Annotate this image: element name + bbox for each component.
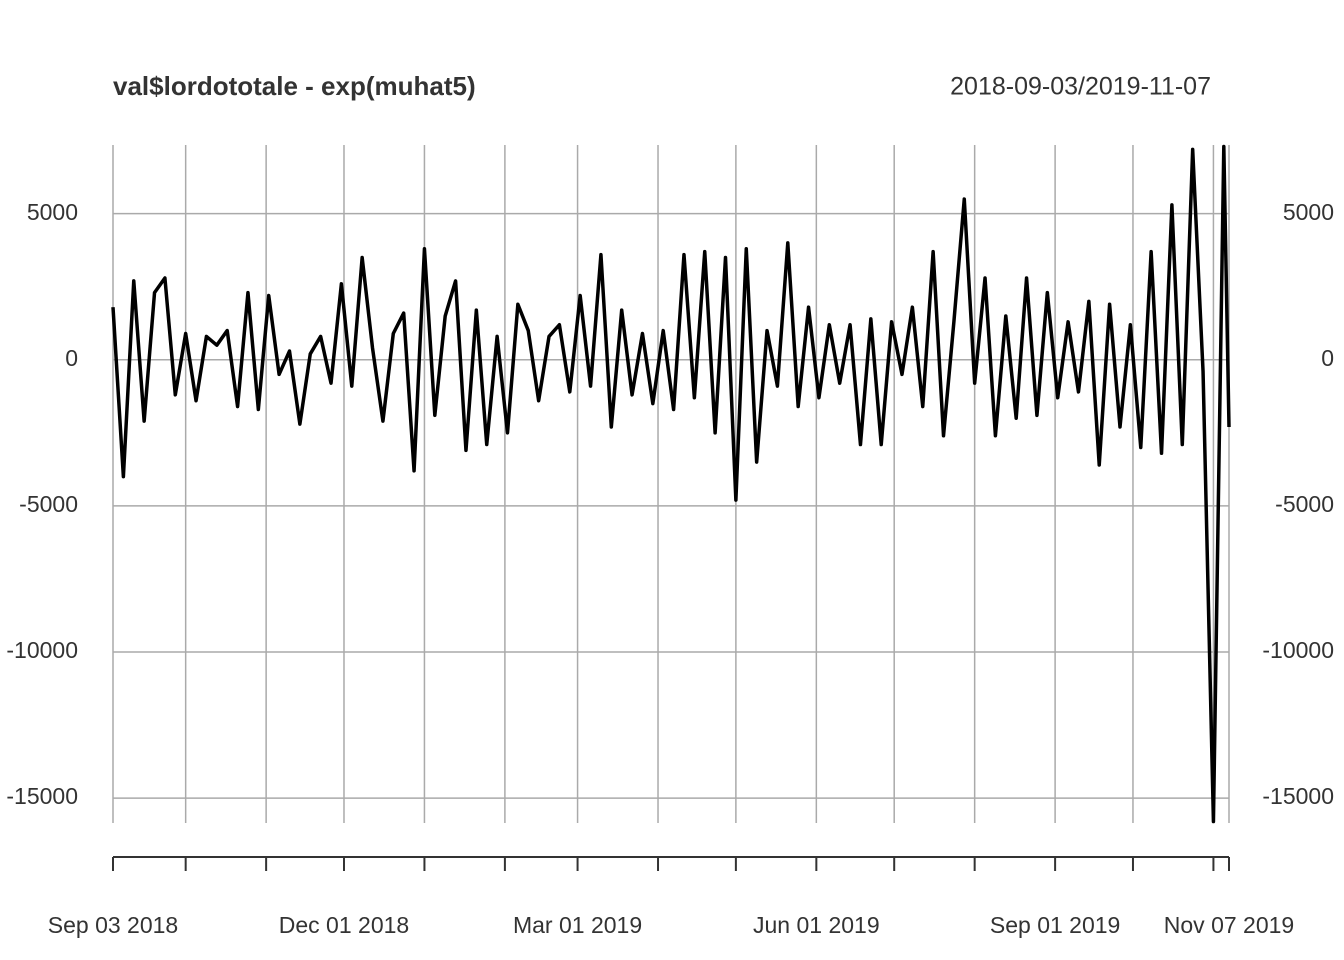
chart-title: val$lordototale - exp(muhat5) xyxy=(113,71,476,101)
y-tick-label: 5000 xyxy=(27,199,78,225)
y-tick-label: -15000 xyxy=(6,783,78,809)
x-tick-label: Dec 01 2018 xyxy=(279,912,409,938)
x-tick-label: Jun 01 2019 xyxy=(753,912,880,938)
data-line xyxy=(111,144,1231,824)
x-tick-label: Sep 01 2019 xyxy=(990,912,1120,938)
x-tick-label: Mar 01 2019 xyxy=(513,912,642,938)
y-tick-label-right: -5000 xyxy=(1275,491,1334,517)
y-tick-label-right: -15000 xyxy=(1262,783,1334,809)
chart-subtitle: 2018-09-03/2019-11-07 xyxy=(950,73,1211,101)
y-tick-label-right: 0 xyxy=(1321,345,1334,371)
x-tick-label: Sep 03 2018 xyxy=(48,912,178,938)
y-tick-label: -10000 xyxy=(6,637,78,663)
y-tick-label-right: -10000 xyxy=(1262,637,1334,663)
y-tick-label-right: 5000 xyxy=(1283,199,1334,225)
y-tick-label: 0 xyxy=(65,345,78,371)
x-tick-label: Nov 07 2019 xyxy=(1164,912,1294,938)
y-tick-label: -5000 xyxy=(19,491,78,517)
